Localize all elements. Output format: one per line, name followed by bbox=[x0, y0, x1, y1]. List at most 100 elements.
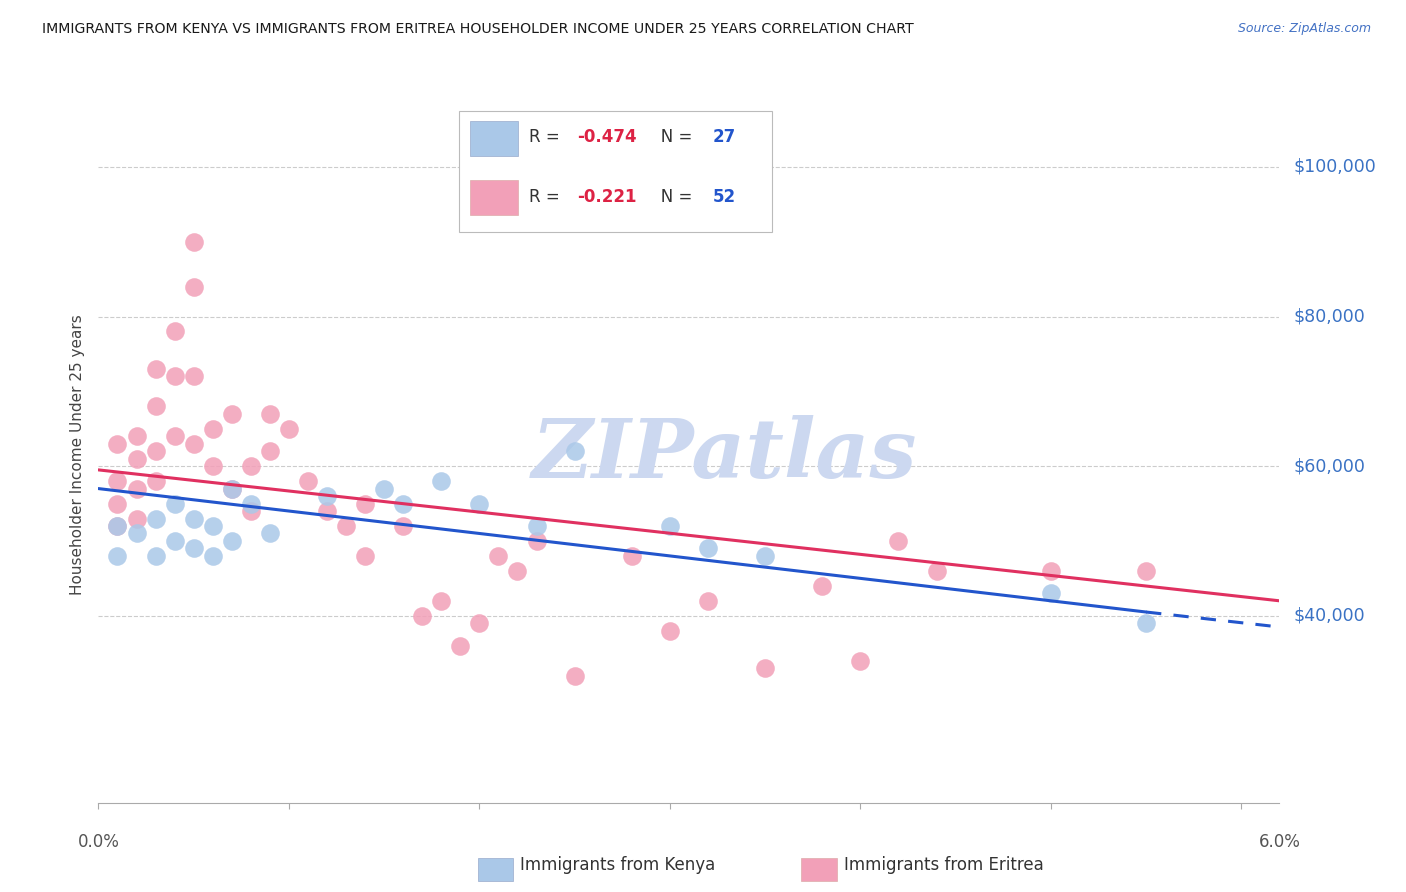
Point bbox=[354, 497, 377, 511]
Point bbox=[239, 504, 262, 518]
Point bbox=[392, 497, 415, 511]
Point bbox=[449, 639, 471, 653]
Point bbox=[239, 497, 262, 511]
Point bbox=[430, 594, 453, 608]
Point bbox=[221, 533, 243, 548]
Text: 6.0%: 6.0% bbox=[1258, 833, 1301, 851]
Point bbox=[107, 549, 129, 563]
Point bbox=[221, 482, 243, 496]
Point bbox=[925, 564, 948, 578]
Point bbox=[488, 549, 510, 563]
Point bbox=[145, 362, 167, 376]
Point bbox=[754, 661, 776, 675]
Point bbox=[564, 444, 586, 458]
Point bbox=[107, 497, 129, 511]
Point bbox=[620, 549, 643, 563]
Point bbox=[107, 519, 129, 533]
Text: ZIPatlas: ZIPatlas bbox=[531, 415, 917, 495]
Point bbox=[1135, 616, 1157, 631]
Text: Immigrants from Kenya: Immigrants from Kenya bbox=[520, 856, 716, 874]
Point bbox=[107, 519, 129, 533]
Text: IMMIGRANTS FROM KENYA VS IMMIGRANTS FROM ERITREA HOUSEHOLDER INCOME UNDER 25 YEA: IMMIGRANTS FROM KENYA VS IMMIGRANTS FROM… bbox=[42, 22, 914, 37]
Point bbox=[411, 608, 433, 623]
Point bbox=[107, 436, 129, 450]
Point bbox=[506, 564, 529, 578]
Point bbox=[1135, 564, 1157, 578]
Text: N =: N = bbox=[645, 188, 697, 206]
Text: 52: 52 bbox=[713, 188, 735, 206]
Point bbox=[145, 474, 167, 488]
Point bbox=[1039, 586, 1062, 600]
Point bbox=[430, 474, 453, 488]
Text: R =: R = bbox=[530, 128, 565, 146]
Text: Source: ZipAtlas.com: Source: ZipAtlas.com bbox=[1237, 22, 1371, 36]
Point bbox=[145, 549, 167, 563]
Point bbox=[277, 422, 299, 436]
Point bbox=[201, 459, 224, 474]
Text: $80,000: $80,000 bbox=[1294, 308, 1365, 326]
Point bbox=[125, 511, 148, 525]
Point bbox=[145, 399, 167, 413]
Point bbox=[239, 459, 262, 474]
Point bbox=[201, 549, 224, 563]
Point bbox=[887, 533, 910, 548]
Point bbox=[354, 549, 377, 563]
Point bbox=[183, 436, 205, 450]
Point bbox=[754, 549, 776, 563]
Point bbox=[201, 519, 224, 533]
Point bbox=[183, 235, 205, 249]
Point bbox=[297, 474, 319, 488]
Point bbox=[259, 444, 281, 458]
Point bbox=[259, 407, 281, 421]
Point bbox=[183, 279, 205, 293]
Point bbox=[183, 541, 205, 556]
Point bbox=[145, 444, 167, 458]
Point bbox=[697, 594, 720, 608]
Point bbox=[658, 519, 681, 533]
Y-axis label: Householder Income Under 25 years: Householder Income Under 25 years bbox=[69, 315, 84, 595]
Point bbox=[1039, 564, 1062, 578]
Point bbox=[163, 369, 186, 384]
Point bbox=[468, 616, 491, 631]
Point bbox=[221, 482, 243, 496]
Point bbox=[392, 519, 415, 533]
Point bbox=[183, 511, 205, 525]
Text: -0.474: -0.474 bbox=[576, 128, 637, 146]
Point bbox=[849, 654, 872, 668]
FancyBboxPatch shape bbox=[471, 121, 517, 156]
Point bbox=[526, 533, 548, 548]
Point bbox=[259, 526, 281, 541]
Text: 0.0%: 0.0% bbox=[77, 833, 120, 851]
Text: R =: R = bbox=[530, 188, 565, 206]
Text: $60,000: $60,000 bbox=[1294, 457, 1365, 475]
Text: -0.221: -0.221 bbox=[576, 188, 637, 206]
Text: $40,000: $40,000 bbox=[1294, 607, 1365, 624]
Point bbox=[697, 541, 720, 556]
Point bbox=[526, 519, 548, 533]
Text: $100,000: $100,000 bbox=[1294, 158, 1376, 176]
Point bbox=[145, 511, 167, 525]
Point bbox=[316, 489, 339, 503]
Point bbox=[373, 482, 395, 496]
Point bbox=[125, 429, 148, 443]
Point bbox=[183, 369, 205, 384]
Point bbox=[163, 429, 186, 443]
Point bbox=[201, 422, 224, 436]
FancyBboxPatch shape bbox=[458, 111, 772, 232]
Point bbox=[163, 325, 186, 339]
Point bbox=[316, 504, 339, 518]
Point bbox=[335, 519, 357, 533]
Point bbox=[125, 451, 148, 466]
Point bbox=[163, 497, 186, 511]
Point bbox=[221, 407, 243, 421]
Text: Immigrants from Eritrea: Immigrants from Eritrea bbox=[844, 856, 1043, 874]
Point bbox=[107, 474, 129, 488]
Point bbox=[125, 526, 148, 541]
Text: 27: 27 bbox=[713, 128, 735, 146]
Point bbox=[468, 497, 491, 511]
Text: N =: N = bbox=[645, 128, 697, 146]
Point bbox=[163, 533, 186, 548]
Point bbox=[811, 579, 834, 593]
FancyBboxPatch shape bbox=[471, 180, 517, 215]
Point bbox=[658, 624, 681, 638]
